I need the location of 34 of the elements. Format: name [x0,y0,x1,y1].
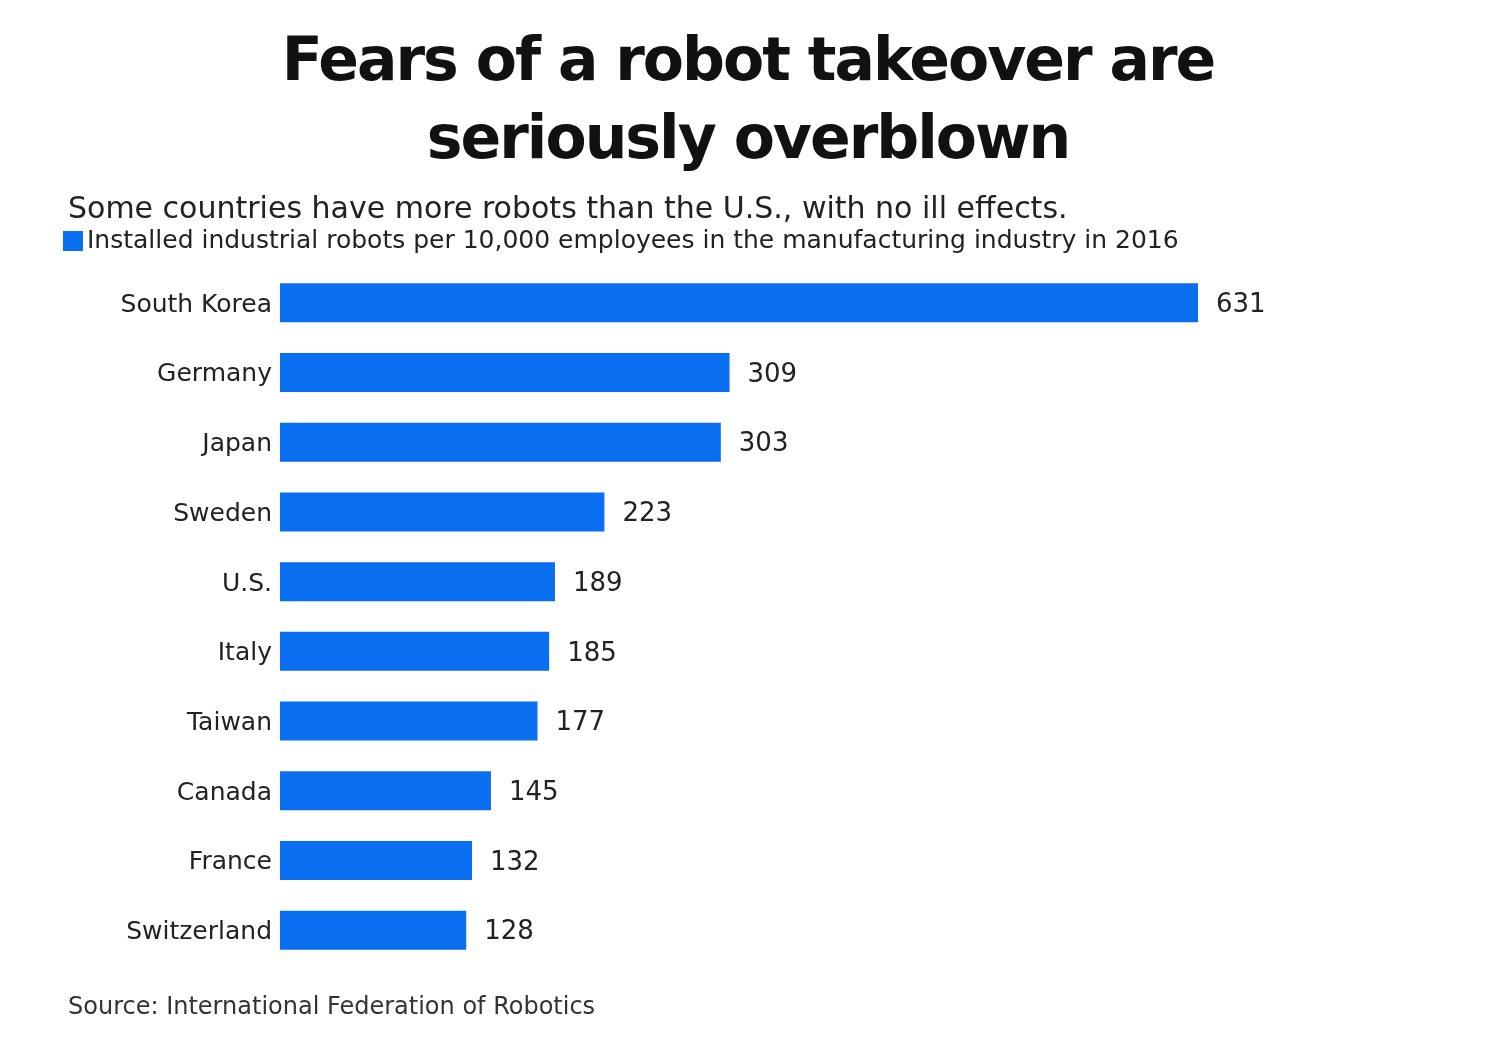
data-label: 631 [1216,288,1266,319]
data-label: 303 [738,427,789,458]
y-tick-label: Japan [200,428,272,458]
bar [280,910,467,950]
data-label: 128 [484,915,534,946]
y-tick-label: Taiwan [185,706,272,736]
bar [280,422,721,462]
data-label: 185 [567,636,617,667]
y-tick-label: France [188,846,272,876]
data-label: 132 [490,845,540,876]
legend-label: Installed industrial robots per 10,000 employees in the manufacturing industry in 2016 [87,225,1179,254]
y-tick-label: Switzerland [126,916,272,946]
y-tick-label: Canada [176,776,272,806]
y-tick-label: South Korea [120,288,272,318]
data-label: 223 [622,497,673,528]
bar [280,283,1198,323]
data-label: 145 [508,775,559,806]
y-tick-label: U.S. [221,567,272,597]
data-label: 189 [572,566,623,597]
source-note: Source: International Federation of Robotics [68,992,596,1020]
bar [280,492,605,532]
bar [280,562,555,602]
data-label: 177 [555,706,606,737]
y-tick-label: Italy [217,637,273,667]
bar [280,771,491,811]
chart-title: Fears of a robot takeover are seriously overblown [280,23,1216,174]
bar [280,840,473,880]
y-tick-label: Germany [157,358,273,388]
bar [280,701,538,741]
data-label: 309 [747,357,798,388]
bar [280,631,550,671]
chart-subtitle: Some countries have more robots than the U.S., with no ill effects. [68,190,1069,225]
y-tick-label: Sweden [173,497,272,527]
bar [280,353,730,393]
